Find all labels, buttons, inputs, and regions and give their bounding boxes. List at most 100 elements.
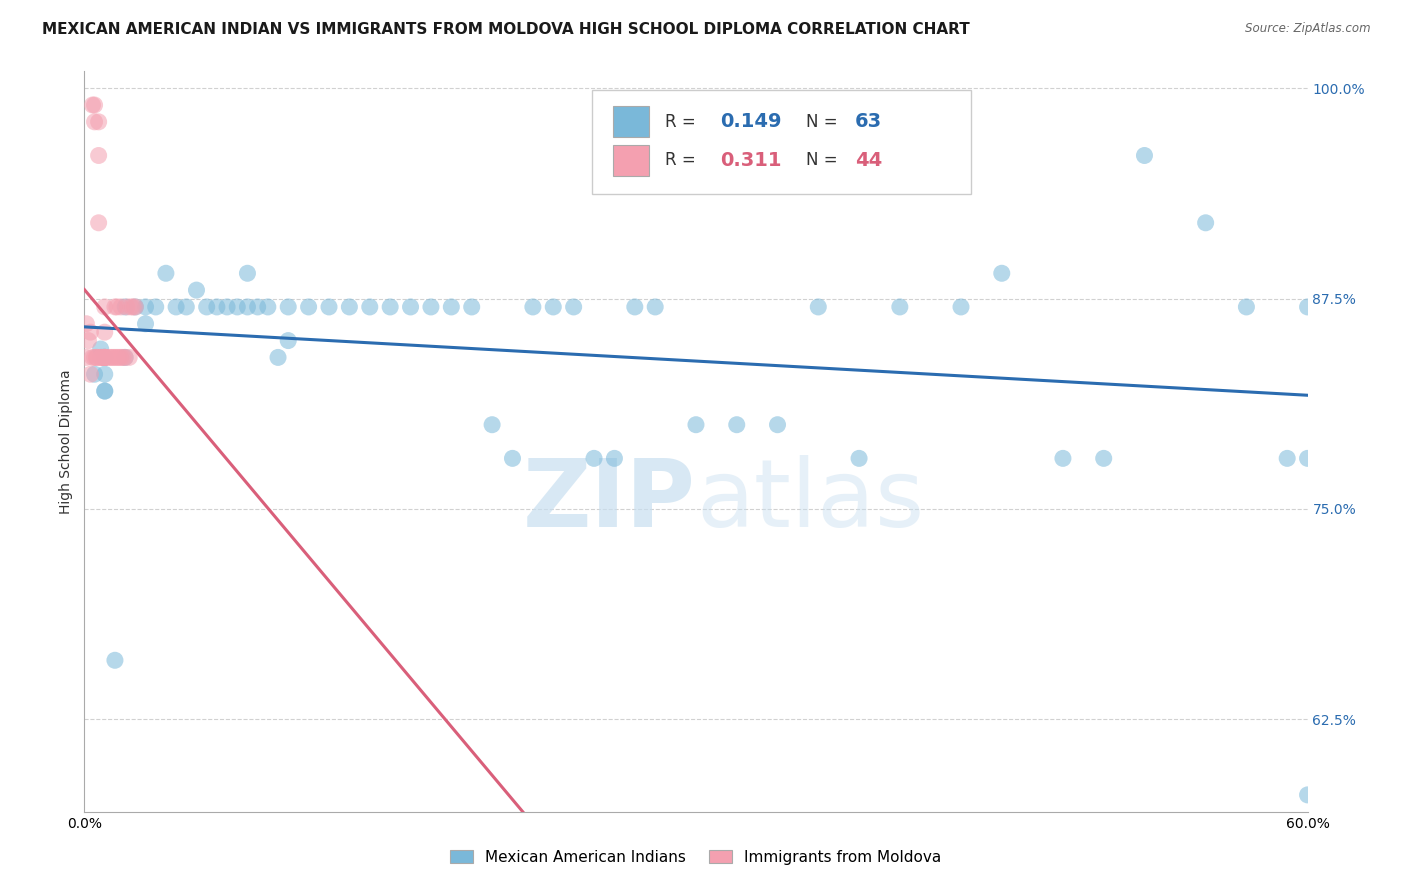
- Point: [1296, 451, 1319, 466]
- Point: [380, 300, 402, 314]
- Text: R =: R =: [665, 152, 702, 169]
- Text: 0.149: 0.149: [720, 112, 782, 131]
- Point: [644, 300, 666, 314]
- Point: [1052, 451, 1074, 466]
- Point: [90, 351, 112, 365]
- Point: [93, 325, 115, 339]
- Point: [399, 300, 422, 314]
- Point: [603, 451, 626, 466]
- Point: [481, 417, 503, 432]
- Point: [118, 351, 141, 365]
- Point: [725, 417, 748, 432]
- Point: [93, 351, 115, 365]
- Point: [86, 351, 108, 365]
- Point: [135, 317, 157, 331]
- Point: [502, 451, 524, 466]
- Point: [1277, 451, 1299, 466]
- FancyBboxPatch shape: [613, 145, 650, 176]
- Text: Source: ZipAtlas.com: Source: ZipAtlas.com: [1246, 22, 1371, 36]
- Point: [83, 98, 105, 112]
- Point: [807, 300, 830, 314]
- Point: [1133, 148, 1156, 162]
- Point: [122, 300, 145, 314]
- Point: [87, 148, 110, 162]
- Point: [522, 300, 544, 314]
- Point: [104, 351, 127, 365]
- Point: [114, 351, 136, 365]
- Point: [115, 300, 138, 314]
- Point: [104, 653, 127, 667]
- Point: [145, 300, 167, 314]
- Text: 0.311: 0.311: [720, 151, 782, 169]
- Y-axis label: High School Diploma: High School Diploma: [59, 369, 73, 514]
- Point: [87, 115, 110, 129]
- Point: [105, 300, 128, 314]
- Point: [461, 300, 484, 314]
- Point: [277, 334, 299, 348]
- Point: [1296, 300, 1319, 314]
- Point: [104, 300, 127, 314]
- Point: [135, 300, 157, 314]
- Text: MEXICAN AMERICAN INDIAN VS IMMIGRANTS FROM MOLDOVA HIGH SCHOOL DIPLOMA CORRELATI: MEXICAN AMERICAN INDIAN VS IMMIGRANTS FR…: [42, 22, 970, 37]
- Point: [75, 317, 97, 331]
- Point: [112, 351, 135, 365]
- Point: [83, 115, 105, 129]
- Point: [440, 300, 463, 314]
- Point: [359, 300, 381, 314]
- Point: [87, 216, 110, 230]
- Point: [100, 351, 122, 365]
- Point: [120, 300, 142, 314]
- Point: [93, 351, 115, 365]
- Point: [83, 368, 105, 382]
- Text: N =: N =: [806, 152, 844, 169]
- Point: [267, 351, 290, 365]
- Text: ZIP: ZIP: [523, 455, 696, 547]
- Point: [75, 351, 97, 365]
- Point: [1195, 216, 1218, 230]
- Point: [950, 300, 973, 314]
- Point: [97, 351, 120, 365]
- Point: [318, 300, 340, 314]
- Point: [685, 417, 707, 432]
- Point: [82, 351, 104, 365]
- Point: [624, 300, 647, 314]
- Point: [583, 451, 606, 466]
- Point: [83, 351, 105, 365]
- Point: [93, 368, 115, 382]
- Point: [217, 300, 239, 314]
- Point: [124, 300, 146, 314]
- Point: [1236, 300, 1258, 314]
- Point: [277, 300, 299, 314]
- Point: [766, 417, 789, 432]
- Point: [195, 300, 218, 314]
- FancyBboxPatch shape: [592, 90, 972, 194]
- Point: [236, 266, 259, 280]
- Point: [186, 283, 208, 297]
- Point: [1296, 788, 1319, 802]
- Point: [108, 351, 131, 365]
- Point: [562, 300, 585, 314]
- Point: [236, 300, 259, 314]
- Point: [91, 351, 114, 365]
- Point: [110, 300, 132, 314]
- Point: [101, 351, 124, 365]
- Point: [79, 368, 101, 382]
- Point: [889, 300, 911, 314]
- Point: [991, 266, 1014, 280]
- Point: [86, 351, 108, 365]
- Point: [91, 351, 114, 365]
- Point: [848, 451, 870, 466]
- Text: 63: 63: [855, 112, 882, 131]
- Point: [93, 351, 115, 365]
- Point: [257, 300, 280, 314]
- Point: [205, 300, 228, 314]
- Legend: Mexican American Indians, Immigrants from Moldova: Mexican American Indians, Immigrants fro…: [444, 844, 948, 871]
- Point: [298, 300, 321, 314]
- Point: [93, 351, 115, 365]
- Point: [90, 342, 112, 356]
- Point: [82, 98, 104, 112]
- Point: [174, 300, 197, 314]
- Point: [155, 266, 177, 280]
- Text: R =: R =: [665, 112, 702, 131]
- Point: [543, 300, 565, 314]
